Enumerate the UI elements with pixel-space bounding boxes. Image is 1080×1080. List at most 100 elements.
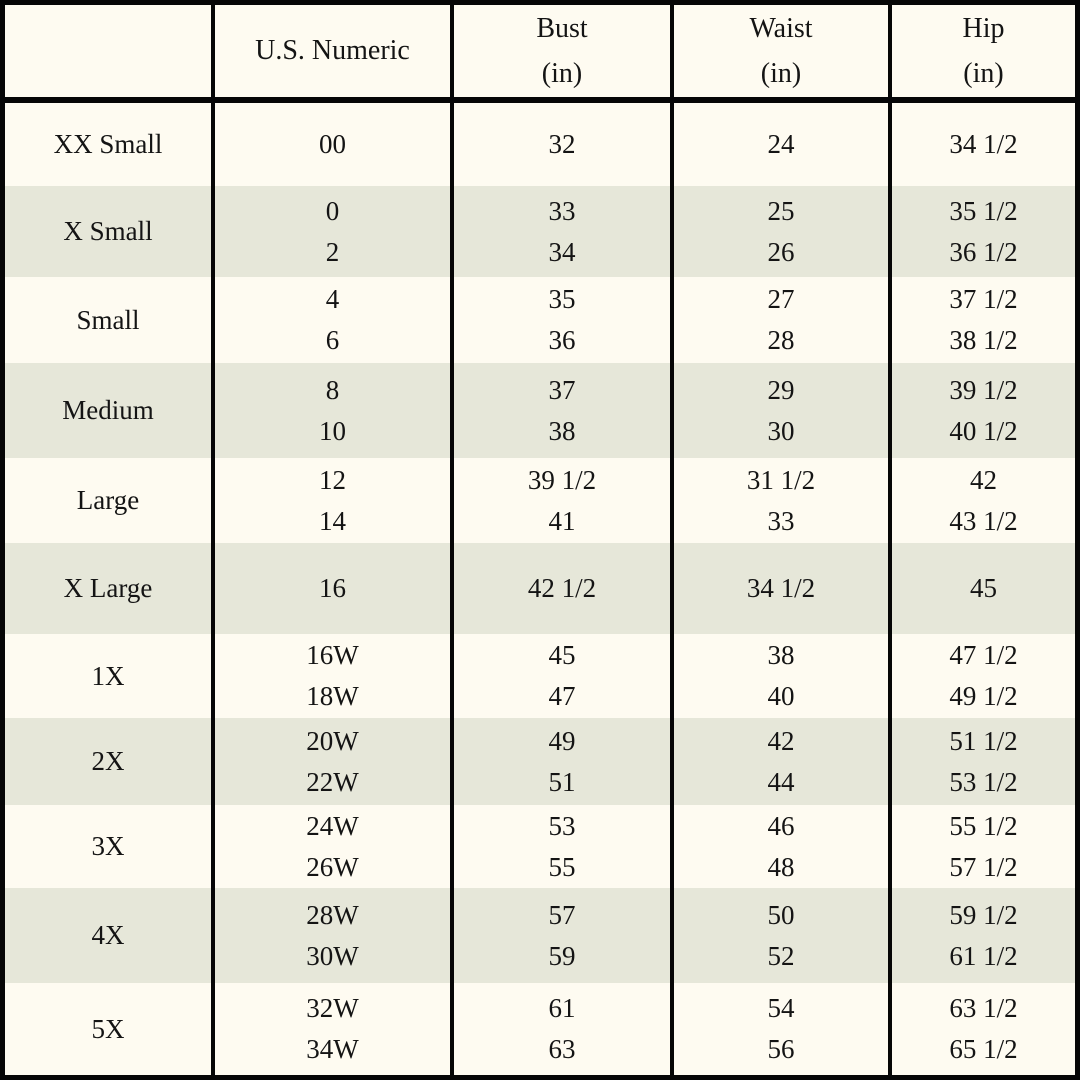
hip-cell: 59 1/2 61 1/2	[892, 888, 1075, 983]
bust-header-label: Bust	[536, 12, 588, 44]
size-cell: 3X	[5, 805, 215, 888]
hip-value: 34 1/2	[949, 129, 1018, 159]
numeric-value: 32W	[306, 993, 359, 1023]
table-row-x-large: X Large 16 42 1/2 34 1/2 45	[5, 543, 1075, 634]
bust-value: 47	[548, 681, 576, 711]
numeric-cell: 28W 30W	[215, 888, 454, 983]
waist-value: 42	[767, 725, 795, 756]
bust-value: 36	[548, 325, 576, 355]
waist-value: 46	[767, 810, 795, 841]
hip-value: 63 1/2	[949, 993, 1018, 1023]
hip-value: 53 1/2	[949, 766, 1018, 797]
hip-value: 57 1/2	[949, 851, 1018, 882]
bust-cell: 61 63	[454, 983, 674, 1075]
hip-value: 59 1/2	[949, 899, 1018, 930]
waist-cell: 29 30	[674, 363, 892, 458]
bust-value: 39 1/2	[527, 464, 597, 495]
numeric-cell: 32W 34W	[215, 983, 454, 1075]
waist-cell: 27 28	[674, 277, 892, 363]
waist-cell: 25 26	[674, 186, 892, 277]
table-row-3x: 3X 24W 26W 53 55 46 48 55 1/2 57 1/2	[5, 805, 1075, 888]
waist-value: 34 1/2	[746, 573, 816, 603]
size-cell: 5X	[5, 983, 215, 1075]
table-row-2x: 2X 20W 22W 49 51 42 44 51 1/2 53 1/2	[5, 718, 1075, 805]
size-label: 1X	[91, 660, 125, 691]
bust-value: 49	[548, 725, 576, 756]
numeric-cell: 8 10	[215, 363, 454, 458]
bust-value: 45	[548, 640, 576, 670]
bust-cell: 42 1/2	[454, 543, 674, 634]
size-label: Medium	[62, 395, 154, 425]
size-label: 2X	[91, 746, 125, 776]
hip-value: 38 1/2	[949, 325, 1018, 355]
table-header-row: U.S. Numeric Bust (in) Waist (in) Hip (i…	[5, 5, 1075, 103]
size-label: 5X	[91, 1013, 125, 1044]
waist-cell: 46 48	[674, 805, 892, 888]
size-cell: 4X	[5, 888, 215, 983]
hip-value: 45	[970, 573, 997, 603]
bust-value: 51	[548, 766, 576, 797]
hip-value: 37 1/2	[949, 284, 1018, 314]
bust-cell: 45 47	[454, 634, 674, 718]
hip-value: 43 1/2	[949, 505, 1018, 536]
bust-value: 38	[548, 415, 576, 446]
hip-value: 55 1/2	[949, 810, 1018, 841]
hip-value: 40 1/2	[949, 415, 1018, 446]
hip-cell: 42 43 1/2	[892, 458, 1075, 543]
bust-cell: 39 1/2 41	[454, 458, 674, 543]
numeric-value: 28W	[306, 899, 359, 930]
hip-value: 39 1/2	[949, 374, 1018, 405]
waist-value: 54	[767, 993, 795, 1023]
bust-cell: 32	[454, 103, 674, 186]
numeric-value: 2	[325, 236, 340, 267]
size-label: Small	[76, 304, 140, 335]
waist-cell: 38 40	[674, 634, 892, 718]
bust-cell: 49 51	[454, 718, 674, 805]
waist-value: 40	[767, 681, 795, 711]
size-label: X Large	[63, 573, 153, 603]
waist-value: 52	[767, 940, 795, 971]
bust-value: 34	[548, 236, 576, 267]
waist-value: 24	[767, 129, 795, 159]
numeric-value: 6	[325, 325, 340, 355]
bust-cell: 57 59	[454, 888, 674, 983]
numeric-value: 34W	[306, 1034, 359, 1064]
hip-cell: 34 1/2	[892, 103, 1075, 186]
hip-header-label: Hip	[962, 12, 1005, 44]
waist-header-cell: Waist (in)	[674, 5, 892, 97]
waist-value: 26	[767, 236, 795, 267]
waist-cell: 24	[674, 103, 892, 186]
hip-value: 49 1/2	[949, 681, 1018, 711]
numeric-value: 22W	[306, 766, 359, 797]
numeric-value: 0	[325, 195, 340, 226]
waist-header-label: Waist	[749, 12, 813, 44]
waist-cell: 42 44	[674, 718, 892, 805]
size-label: XX Small	[53, 129, 163, 159]
waist-cell: 54 56	[674, 983, 892, 1075]
hip-cell: 47 1/2 49 1/2	[892, 634, 1075, 718]
numeric-value: 20W	[306, 725, 359, 756]
bust-value: 61	[548, 993, 576, 1023]
bust-value: 37	[548, 374, 576, 405]
table-row-large: Large 12 14 39 1/2 41 31 1/2 33 42 43 1/2	[5, 458, 1075, 543]
size-label: 4X	[91, 920, 125, 950]
waist-value: 44	[767, 766, 795, 797]
bust-cell: 35 36	[454, 277, 674, 363]
hip-cell: 37 1/2 38 1/2	[892, 277, 1075, 363]
table-row-1x: 1X 16W 18W 45 47 38 40 47 1/2 49 1/2	[5, 634, 1075, 718]
table-row-medium: Medium 8 10 37 38 29 30 39 1/2 40 1/2	[5, 363, 1075, 458]
hip-cell: 45	[892, 543, 1075, 634]
bust-cell: 33 34	[454, 186, 674, 277]
numeric-value: 26W	[306, 851, 359, 882]
hip-cell: 39 1/2 40 1/2	[892, 363, 1075, 458]
numeric-value: 12	[319, 464, 346, 495]
bust-value: 41	[548, 505, 576, 536]
waist-value: 50	[767, 899, 795, 930]
size-label: X Small	[63, 216, 153, 246]
size-cell: Large	[5, 458, 215, 543]
